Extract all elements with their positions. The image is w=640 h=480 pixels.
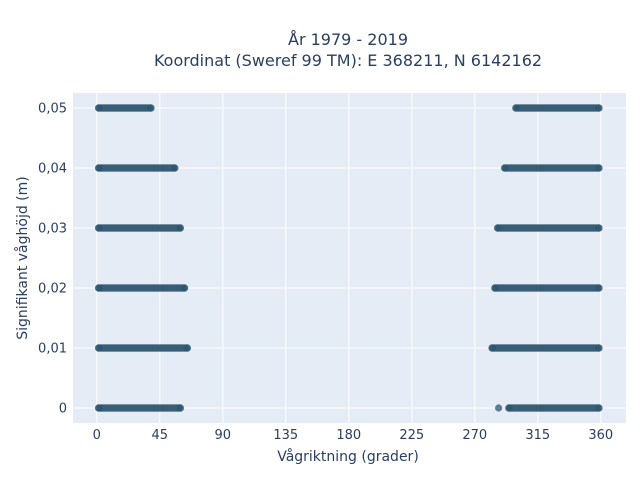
- data-point: [183, 344, 191, 352]
- data-point: [595, 284, 603, 292]
- data-points: [95, 104, 603, 412]
- point-band: [96, 104, 153, 112]
- point-band: [514, 104, 601, 112]
- data-point: [512, 104, 520, 112]
- y-tick-label: 0,04: [38, 162, 67, 177]
- data-point: [595, 164, 603, 172]
- y-axis-ticks: 0 0,01 0,02 0,03 0,04 0,05: [38, 102, 67, 417]
- data-point: [176, 404, 184, 412]
- data-point: [494, 224, 502, 232]
- x-tick-label: 225: [399, 428, 424, 443]
- point-band: [507, 404, 601, 412]
- x-axis-label: Vågriktning (grader): [277, 448, 419, 465]
- data-point: [595, 224, 603, 232]
- x-axis-ticks: 0 45 90 135 180 225 270 315 360: [93, 428, 614, 443]
- x-tick-label: 90: [215, 428, 232, 443]
- data-point: [488, 344, 497, 352]
- data-point: [95, 164, 103, 172]
- point-band: [495, 224, 601, 232]
- point-band: [490, 344, 601, 352]
- chart-title-line-1: År 1979 - 2019: [288, 30, 408, 49]
- point-band: [96, 344, 190, 352]
- x-tick-label: 45: [152, 428, 169, 443]
- data-point: [501, 164, 509, 172]
- x-tick-label: 0: [93, 428, 101, 443]
- y-tick-label: 0,01: [38, 342, 67, 357]
- x-tick-label: 315: [525, 428, 550, 443]
- data-point: [495, 404, 503, 412]
- point-band: [96, 284, 187, 292]
- data-point: [95, 344, 103, 352]
- x-tick-label: 270: [462, 428, 487, 443]
- point-band: [96, 164, 177, 172]
- point-band: [493, 284, 601, 292]
- data-point: [170, 164, 179, 172]
- x-tick-label: 360: [588, 428, 613, 443]
- data-point: [147, 104, 155, 112]
- data-point: [176, 224, 184, 232]
- data-point: [95, 404, 103, 412]
- data-point: [595, 104, 603, 112]
- data-point: [595, 404, 603, 412]
- data-point: [95, 284, 103, 292]
- y-tick-label: 0,05: [38, 102, 67, 117]
- x-tick-label: 135: [273, 428, 298, 443]
- data-point: [595, 344, 603, 352]
- data-point: [95, 104, 103, 112]
- point-band: [502, 164, 601, 172]
- plot-area: [73, 93, 626, 423]
- data-point: [180, 284, 189, 292]
- x-tick-label: 180: [336, 428, 361, 443]
- data-point: [505, 404, 513, 412]
- chart-title-line-2: Koordinat (Sweref 99 TM): E 368211, N 61…: [154, 51, 542, 70]
- y-axis-label: Signifikant våghöjd (m): [14, 176, 31, 339]
- y-tick-label: 0,03: [38, 222, 67, 237]
- y-tick-label: 0,02: [38, 282, 67, 297]
- point-band: [96, 224, 183, 232]
- y-tick-label: 0: [59, 402, 67, 417]
- point-band: [96, 404, 183, 412]
- data-point: [491, 284, 499, 292]
- data-point: [95, 224, 103, 232]
